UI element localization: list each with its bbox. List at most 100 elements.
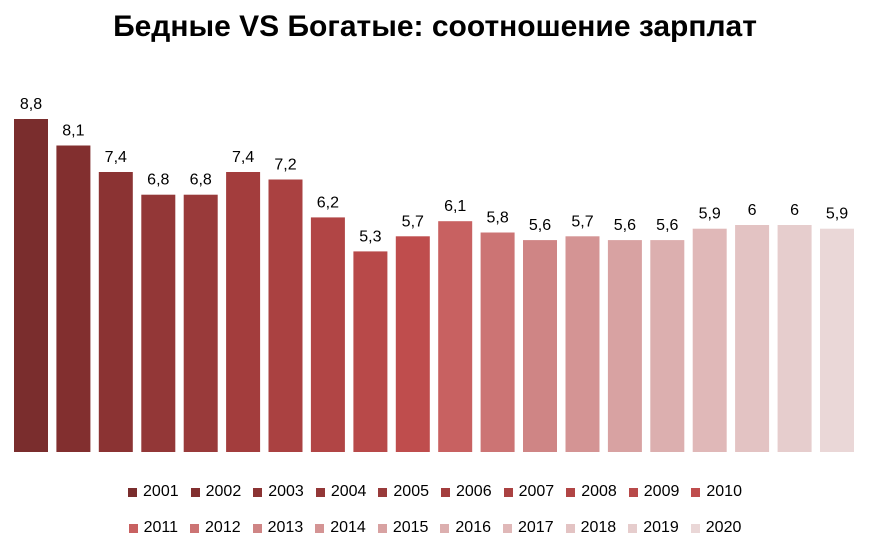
bar-2015 (607, 240, 642, 452)
bar-2014 (565, 236, 600, 452)
legend-item-2010: 2010 (691, 483, 742, 501)
bar-2004 (141, 194, 176, 452)
legend-label: 2012 (205, 519, 241, 536)
data-label-2015: 5,6 (614, 217, 636, 234)
legend-label: 2006 (456, 483, 492, 500)
legend-swatch (253, 487, 263, 497)
legend-label: 2005 (393, 483, 429, 500)
legend-swatch (690, 523, 700, 533)
bar-2005 (183, 194, 218, 452)
legend-label: 2011 (143, 519, 179, 536)
data-label-2003: 7,4 (105, 149, 127, 166)
legend-label: 2002 (205, 483, 242, 500)
legend-item-2001: 2001 (128, 483, 179, 501)
chart-title: Бедные VS Богатые: соотношение зарплат (113, 10, 757, 43)
legend-label: 2010 (706, 483, 742, 500)
legend-item-2019: 2019 (628, 519, 679, 537)
data-label-2010: 5,7 (402, 213, 424, 230)
legend-label: 2017 (518, 519, 554, 536)
legend-swatch (565, 523, 575, 533)
legend-swatch (628, 487, 638, 497)
data-label-2002: 8,1 (62, 123, 84, 140)
legend-label: 2001 (143, 483, 179, 500)
legend-item-2006: 2006 (441, 483, 492, 501)
legend-swatch (503, 487, 513, 497)
legend-item-2009: 2009 (628, 483, 680, 501)
legend-item-2007: 2007 (503, 483, 554, 501)
legend-swatch (440, 523, 450, 533)
legend-label: 2004 (330, 483, 367, 500)
bar-2007 (268, 179, 303, 452)
bar-2017 (692, 228, 727, 452)
legend-row-1: 2001 2002 2003 2004 2005 2006 2007 2008 2009 2010 (0, 483, 870, 501)
legend-swatch (628, 523, 638, 533)
legend-label: 2019 (643, 519, 679, 536)
legend-item-2011: 2011 (128, 519, 179, 537)
data-label-2017: 5,9 (699, 206, 721, 223)
legend-item-2005: 2005 (378, 483, 429, 501)
data-label-2019: 6 (790, 202, 799, 219)
data-label-2018: 6 (748, 202, 757, 219)
legend-swatch (315, 487, 325, 497)
bar-2020 (820, 228, 854, 452)
legend-label: 2018 (580, 519, 617, 536)
chart-plot-area: 8,8 8,1 7,4 6,8 6,8 7,4 7,2 6,2 5,3 5,7 6,1 5,8 5,6 5… (14, 96, 854, 452)
legend-swatch (691, 487, 701, 497)
legend-swatch (378, 487, 388, 497)
legend-swatch (128, 487, 138, 497)
data-label-2020: 5,9 (826, 206, 848, 223)
bar-2003 (98, 172, 133, 452)
legend-swatch (503, 523, 512, 533)
data-label-2007: 7,2 (274, 157, 296, 174)
data-label-2009: 5,3 (359, 228, 381, 245)
legend-label: 2020 (705, 519, 742, 536)
data-label-2005: 6,8 (190, 172, 212, 189)
data-label-2006: 7,4 (232, 149, 254, 166)
bar-2018 (735, 225, 770, 452)
legend-item-2017: 2017 (503, 519, 554, 537)
bar-2001 (14, 119, 48, 452)
data-label-2001: 8,8 (20, 96, 42, 113)
legend-label: 2009 (643, 483, 680, 500)
data-label-2008: 6,2 (317, 194, 339, 211)
legend-swatch (441, 487, 450, 497)
bar-2002 (56, 145, 91, 452)
legend-label: 2015 (392, 519, 429, 536)
legend-item-2015: 2015 (377, 519, 429, 537)
legend-item-2013: 2013 (252, 519, 304, 537)
bar-2009 (353, 251, 388, 452)
bar-2011 (438, 221, 473, 452)
data-label-2012: 5,8 (486, 210, 508, 227)
legend-label: 2016 (455, 519, 491, 536)
legend-label: 2013 (267, 519, 304, 536)
legend-label: 2014 (330, 519, 366, 536)
legend-label: 2008 (581, 483, 617, 500)
legend-item-2008: 2008 (566, 483, 617, 501)
legend-item-2014: 2014 (315, 519, 366, 537)
legend-item-2018: 2018 (565, 519, 617, 537)
bar-2019 (777, 225, 812, 452)
legend-item-2012: 2012 (190, 519, 241, 537)
bar-2010 (395, 236, 430, 452)
bar-2016 (650, 240, 685, 452)
legend-item-2002: 2002 (190, 483, 242, 501)
legend-swatch (190, 523, 200, 533)
data-label-2011: 6,1 (444, 198, 466, 215)
legend-swatch (128, 523, 138, 533)
legend-item-2020: 2020 (690, 519, 742, 537)
legend-swatch (566, 487, 576, 497)
legend-item-2003: 2003 (253, 483, 304, 501)
legend-swatch (377, 523, 387, 533)
bar-2006 (226, 172, 261, 452)
legend-swatch (190, 487, 200, 497)
data-label-2014: 5,7 (571, 213, 593, 230)
legend-swatch (252, 523, 262, 533)
bar-2012 (480, 232, 515, 452)
legend-swatch (315, 523, 325, 533)
legend-label: 2003 (268, 483, 304, 500)
data-label-2013: 5,6 (529, 217, 551, 234)
bar-2008 (310, 217, 345, 452)
data-label-2016: 5,6 (656, 217, 678, 234)
data-label-2004: 6,8 (147, 172, 169, 189)
bar-2013 (523, 240, 557, 452)
